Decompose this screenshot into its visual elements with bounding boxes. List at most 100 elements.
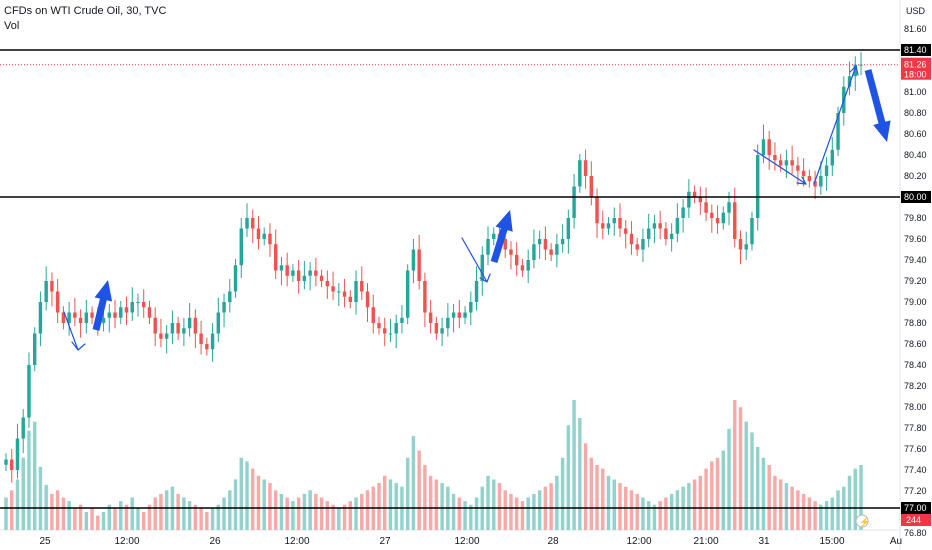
candle-body [141, 302, 146, 308]
candle-body [589, 176, 594, 197]
candle-body [428, 312, 433, 323]
volume-bar [801, 493, 806, 530]
candle-body [285, 265, 289, 276]
y-tick-label: 81.00 [904, 87, 927, 97]
volume-bar [337, 508, 341, 530]
volume-bar [555, 475, 559, 530]
volume-bar [331, 504, 335, 530]
candle-body [652, 223, 657, 229]
candle-body [308, 270, 312, 276]
volume-bar [388, 479, 393, 530]
arrow-down-annotation [461, 237, 491, 283]
volume-bar [859, 465, 863, 530]
volume-bar [239, 457, 243, 530]
candle-body [830, 149, 835, 166]
volume-bar [285, 497, 289, 530]
candle-body [394, 323, 398, 334]
candle-body [721, 212, 726, 224]
candle-body [761, 139, 766, 155]
candle-body [446, 317, 450, 329]
y-tick-label: 80.40 [904, 150, 927, 160]
volume-bar [210, 508, 215, 530]
volume-bar [434, 479, 439, 530]
y-tick-label: 79.80 [904, 213, 927, 223]
volume-bar [750, 432, 754, 530]
candle-body [601, 223, 605, 229]
currency-label: USD [906, 6, 926, 16]
volume-bar [296, 497, 301, 530]
volume-bar [807, 497, 812, 530]
candle-body [813, 181, 817, 187]
volume-bar [583, 443, 588, 530]
candle-body [411, 249, 416, 271]
y-tick-label: 80.80 [904, 108, 927, 118]
candle-body [193, 317, 198, 334]
candle-body [10, 459, 14, 470]
candle-body [4, 459, 8, 465]
volume-bar [704, 468, 708, 530]
x-tick-label: 21:00 [693, 536, 718, 547]
volume-bar [90, 508, 94, 530]
volume-bar [136, 508, 140, 530]
candle-body [773, 155, 777, 161]
candle-body [245, 218, 249, 229]
candle-body [715, 218, 720, 224]
volume-bar [32, 421, 37, 530]
candle-body [159, 333, 163, 339]
candle-body [354, 281, 358, 302]
candle-body [847, 76, 852, 87]
arrow-down-annotation [63, 311, 86, 351]
volume-bar [61, 497, 66, 530]
volume-bar [474, 497, 479, 530]
candle-body [457, 312, 462, 318]
volume-bar [262, 479, 266, 530]
candle-body [268, 233, 272, 245]
level-label-bg [901, 44, 931, 56]
candle-body [796, 165, 800, 171]
y-tick-label: 77.80 [904, 423, 927, 433]
y-tick-label: 78.40 [904, 360, 927, 370]
candle-body [681, 207, 685, 218]
volume-bar [417, 450, 421, 530]
candle-body [342, 291, 347, 297]
volume-bar [216, 504, 221, 530]
candle-body [853, 64, 857, 77]
candle-body [279, 265, 284, 271]
candle-body [801, 170, 806, 176]
volume-bar [819, 504, 823, 530]
volume-bar [796, 490, 800, 530]
y-tick-label: 79.20 [904, 276, 927, 286]
volume-bar [755, 446, 760, 530]
candle-body [124, 307, 129, 313]
volume-bar [698, 475, 703, 530]
candle-body [819, 176, 823, 187]
volume-bar [365, 490, 370, 530]
candle-body [256, 228, 261, 239]
arrow-up-annotation [813, 65, 859, 185]
volume-bar [778, 479, 783, 530]
volume-bar [463, 501, 467, 530]
volume-bar [457, 497, 462, 530]
candle-body [566, 218, 571, 239]
volume-bar [646, 501, 651, 530]
volume-bar [687, 483, 691, 530]
candle-body [107, 312, 112, 318]
volume-bar [853, 468, 857, 530]
volume-bar [96, 515, 100, 530]
y-tick-label: 78.60 [904, 339, 927, 349]
candle-body [348, 296, 353, 302]
candle-body [520, 265, 525, 271]
candle-body [199, 333, 203, 344]
volume-bar [520, 501, 525, 530]
candle-body [147, 307, 152, 318]
volume-bar [411, 436, 416, 530]
volume-bar [641, 497, 645, 530]
volume-bar [141, 511, 146, 530]
volume-bar [159, 493, 163, 530]
volume-bar [486, 475, 490, 530]
candle-body [67, 312, 71, 323]
volume-bar [107, 504, 112, 530]
candle-body [417, 249, 421, 281]
candle-body [388, 333, 393, 335]
